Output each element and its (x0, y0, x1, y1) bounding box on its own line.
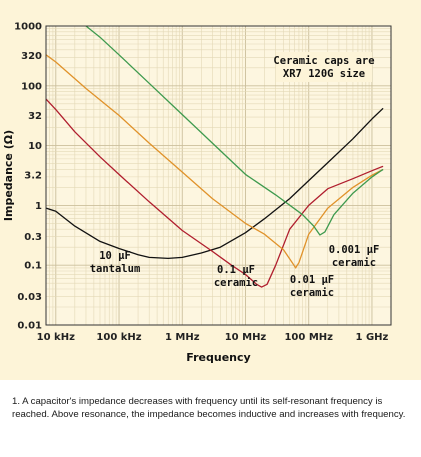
series-line-4 (85, 25, 384, 236)
annotation-1-line-2: XR7 120G size (283, 68, 365, 80)
y-tick-label: 100 (21, 81, 42, 92)
y-tick-label: 320 (21, 51, 42, 62)
impedance-chart: 10 kHz 100 kHz 1 MHz 10 MHz 100 MHz 1 GHz1000… (2, 22, 392, 364)
annotation-4-line-2: ceramic (290, 287, 334, 299)
annotation-2-line-1: 10 μF (99, 250, 131, 262)
y-tick-label: 0.3 (24, 232, 42, 243)
annotation-1-line-1: Ceramic caps are (273, 55, 374, 67)
y-tick-label: 32 (28, 111, 42, 122)
plot-frame (45, 25, 392, 326)
y-axis-title: Impedance (Ω) (2, 130, 15, 221)
y-tick-label: 0.01 (17, 321, 42, 332)
annotation-background (276, 52, 372, 82)
y-tick-label: 3.2 (24, 171, 42, 182)
x-tick-label: 1 MHz (165, 332, 200, 343)
chart-figure: 10 kHz 100 kHz 1 MHz 10 MHz 100 MHz 1 GHz 1000… (0, 0, 421, 380)
x-tick-label: 10 kHz (37, 332, 75, 343)
y-tick-label: 0.03 (17, 292, 42, 303)
y-tick-label: 1000 (14, 22, 42, 33)
x-tick-label: 100 kHz (96, 332, 141, 343)
series-line-2 (45, 98, 384, 288)
annotation-3-line-1: 0.1 μF (217, 264, 255, 276)
annotation-5-line-1: 0.001 μF (329, 244, 380, 256)
x-tick-label: 1 GHz (356, 332, 389, 343)
annotation-3-line-2: ceramic (214, 277, 258, 289)
y-tick-label: 10 (28, 141, 42, 152)
annotation-4-line-1: 0.01 μF (290, 274, 334, 286)
annotation-5-line-2: ceramic (332, 257, 376, 269)
y-tick-label: 0.1 (24, 261, 42, 272)
series-line-1 (45, 107, 384, 260)
x-tick-label: 100 MHz (284, 332, 333, 343)
annotation-2-line-2: tantalum (90, 263, 141, 275)
figure-caption: 1. A capacitor's impedance decreases wit… (12, 396, 406, 420)
y-tick-label: 1 (35, 201, 42, 212)
series-line-3 (45, 54, 384, 269)
x-axis-title: Frequency (186, 351, 250, 364)
x-tick-label: 10 MHz (225, 332, 267, 343)
